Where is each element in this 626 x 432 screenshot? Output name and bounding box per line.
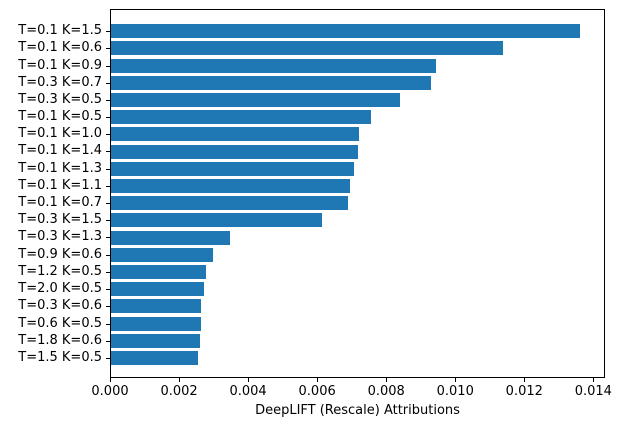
y-tick-mark (106, 66, 110, 67)
bar (111, 282, 204, 297)
y-tick-mark (106, 358, 110, 359)
y-axis-label: T=0.1 K=0.6 (18, 40, 102, 55)
bars-container (111, 10, 604, 377)
y-axis-label: T=0.9 K=0.6 (18, 247, 102, 262)
bar (111, 316, 202, 331)
y-axis-label: T=0.3 K=0.5 (18, 92, 102, 107)
y-axis-label: T=0.3 K=0.7 (18, 75, 102, 90)
x-tick-mark (455, 378, 457, 382)
y-tick-mark (106, 272, 110, 273)
y-axis-label: T=0.1 K=0.7 (18, 195, 102, 210)
x-tick-label: 0.002 (160, 384, 198, 399)
bar (111, 333, 201, 348)
y-tick-mark (106, 117, 110, 118)
bar (111, 127, 360, 142)
y-tick-mark (106, 341, 110, 342)
bar (111, 41, 503, 56)
x-tick-label: 0.008 (367, 384, 405, 399)
bar (111, 92, 401, 107)
y-axis-label: T=0.1 K=1.1 (18, 178, 102, 193)
bar (111, 161, 355, 176)
y-axis-label: T=1.8 K=0.6 (18, 333, 102, 348)
y-tick-mark (106, 100, 110, 101)
y-axis-label: T=0.1 K=1.5 (18, 23, 102, 38)
y-tick-mark (106, 83, 110, 84)
bar (111, 350, 198, 365)
x-tick-label: 0.006 (298, 384, 336, 399)
bar (111, 24, 581, 39)
x-tick-mark (248, 378, 250, 382)
y-axis-label: T=0.3 K=1.5 (18, 212, 102, 227)
y-tick-mark (106, 134, 110, 135)
y-tick-mark (106, 324, 110, 325)
x-axis-title: DeepLIFT (Rescale) Attributions (255, 403, 460, 418)
y-tick-mark (106, 255, 110, 256)
bar (111, 196, 348, 211)
x-tick-mark (317, 378, 319, 382)
bar (111, 58, 437, 73)
y-axis-label: T=2.0 K=0.5 (18, 281, 102, 296)
y-axis-label: T=0.6 K=0.5 (18, 316, 102, 331)
bar (111, 110, 371, 125)
y-tick-mark (106, 31, 110, 32)
x-tick-label: 0.000 (91, 384, 129, 399)
bar (111, 144, 359, 159)
bar (111, 75, 431, 90)
y-tick-mark (106, 169, 110, 170)
y-axis-label: T=1.2 K=0.5 (18, 264, 102, 279)
y-tick-mark (106, 289, 110, 290)
y-axis-label: T=1.5 K=0.5 (18, 350, 102, 365)
y-tick-mark (106, 220, 110, 221)
y-axis-label: T=0.3 K=0.6 (18, 298, 102, 313)
x-tick-mark (524, 378, 526, 382)
y-axis-label: T=0.1 K=1.3 (18, 161, 102, 176)
x-tick-label: 0.010 (436, 384, 474, 399)
y-tick-mark (106, 151, 110, 152)
bar (111, 178, 350, 193)
y-tick-mark (106, 203, 110, 204)
bar (111, 230, 230, 245)
y-tick-mark (106, 48, 110, 49)
y-axis-label: T=0.1 K=0.5 (18, 109, 102, 124)
x-tick-label: 0.004 (229, 384, 267, 399)
y-axis-label: T=0.1 K=1.4 (18, 143, 102, 158)
y-axis-label: T=0.1 K=1.0 (18, 126, 102, 141)
y-tick-mark (106, 186, 110, 187)
bar (111, 213, 322, 228)
y-tick-mark (106, 237, 110, 238)
bar (111, 264, 207, 279)
x-tick-label: 0.014 (574, 384, 612, 399)
x-tick-mark (386, 378, 388, 382)
x-tick-mark (110, 378, 111, 382)
x-tick-mark (179, 378, 181, 382)
x-tick-mark (593, 378, 595, 382)
y-axis-label: T=0.1 K=0.9 (18, 58, 102, 73)
bar (111, 299, 202, 314)
plot-area (110, 9, 605, 378)
bar (111, 247, 213, 262)
y-tick-mark (106, 306, 110, 307)
y-axis-label: T=0.3 K=1.3 (18, 229, 102, 244)
x-tick-label: 0.012 (505, 384, 543, 399)
